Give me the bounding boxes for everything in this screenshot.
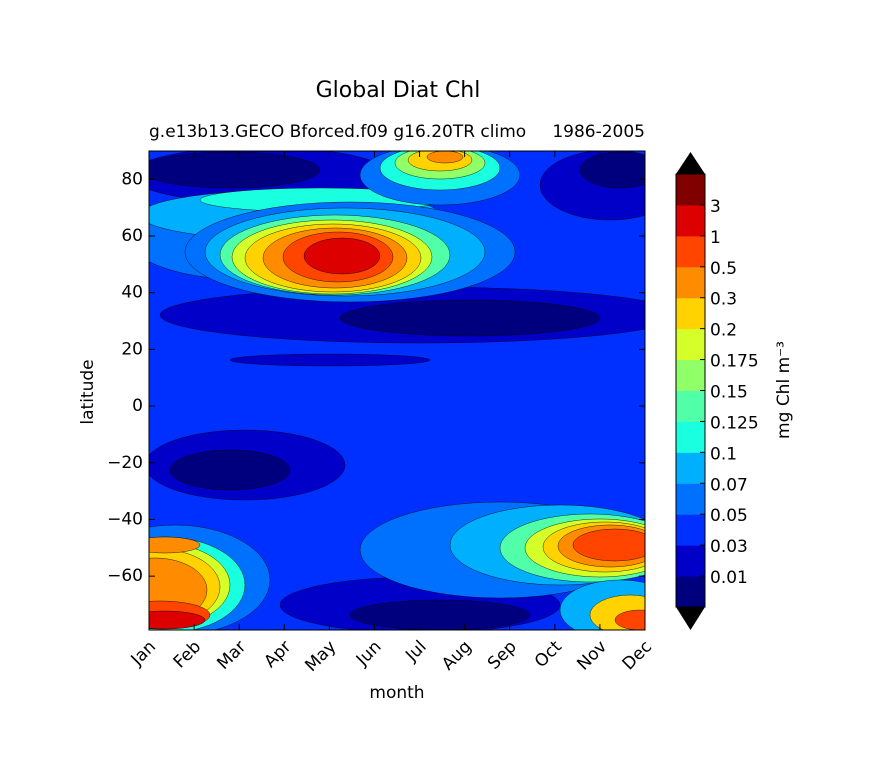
colorbar-segment	[676, 421, 705, 453]
colorbar-segment	[676, 390, 705, 422]
x-axis-label: month	[369, 683, 424, 703]
colorbar-tick-label: 1	[710, 228, 721, 248]
x-tick-label: Mar	[213, 637, 250, 674]
colorbar-tick-label: 0.3	[710, 290, 737, 310]
y-tick-label: 60	[121, 226, 143, 246]
contour-field	[149, 151, 645, 630]
colorbar-tick-label: 0.15	[710, 383, 748, 403]
x-tick-label: Jan	[127, 637, 160, 670]
x-tick-label: Jun	[352, 637, 386, 671]
contour-region	[149, 610, 206, 630]
x-tick-label: Nov	[573, 637, 611, 675]
contour-region	[169, 449, 291, 491]
colorbar-tick-label: 0.07	[710, 475, 748, 495]
subtitle-left: g.e13b13.GECO Bforced.f09 g16.20TR climo	[149, 122, 526, 142]
x-tick-label: Apr	[260, 637, 295, 672]
colorbar-tick-label: 0.1	[710, 444, 737, 464]
contour-region	[339, 299, 601, 337]
colorbar-segment	[676, 576, 705, 608]
colorbar-segment	[676, 483, 705, 515]
y-tick-label: −40	[107, 509, 143, 529]
colorbar-tick-label: 0.01	[710, 568, 748, 588]
contour-region	[229, 353, 431, 367]
contour-region	[579, 151, 645, 189]
colorbar-segment	[676, 545, 705, 577]
x-tick-label: Aug	[438, 637, 476, 675]
colorbar-segment	[676, 266, 705, 299]
colorbar-segment	[676, 359, 705, 391]
colorbar-tick-label: 0.05	[710, 506, 748, 526]
contour-region	[303, 237, 381, 275]
contour-region	[426, 151, 464, 164]
colorbar-tick-label: 0.5	[710, 259, 737, 279]
y-tick-label: −60	[107, 566, 143, 586]
colorbar-segment	[676, 235, 705, 268]
y-tick-label: 20	[121, 339, 143, 359]
colorbar-tick-label: 0.125	[710, 413, 759, 433]
x-tick-label: Sep	[484, 637, 521, 674]
colorbar-tick-label: 0.03	[710, 537, 748, 557]
y-tick-label: 80	[121, 169, 143, 189]
y-tick-label: 40	[121, 283, 143, 303]
colorbar-segment	[676, 174, 705, 206]
colorbar-tick-label: 0.175	[710, 352, 759, 372]
colorbar-segment	[676, 452, 705, 484]
x-tick-label: Feb	[170, 637, 205, 672]
colorbar-tick-label: 3	[710, 197, 721, 217]
x-tick-label: Jul	[401, 637, 430, 666]
y-tick-label: −20	[107, 453, 143, 473]
colorbar-segment	[676, 514, 705, 546]
x-tick-label: Oct	[531, 637, 566, 672]
colorbar-tick-label: 0.2	[710, 321, 737, 341]
colorbar-segment	[676, 204, 705, 237]
subtitle-right: 1986-2005	[552, 122, 645, 142]
y-tick-label: 0	[132, 396, 143, 416]
plot-frame	[148, 150, 646, 631]
colorbar-segment	[676, 328, 705, 361]
chart-title: Global Diat Chl	[316, 78, 481, 103]
colorbar-extend-top	[676, 152, 705, 174]
contour-region	[614, 609, 645, 630]
x-tick-label: Dec	[619, 637, 656, 674]
colorbar-label: mg Chl m⁻³	[774, 341, 794, 439]
contour-region	[572, 528, 645, 562]
colorbar-extend-bottom	[676, 607, 705, 630]
colorbar-segment	[676, 297, 705, 330]
x-tick-label: May	[301, 637, 340, 676]
contour-region	[149, 536, 201, 554]
contour-region	[349, 599, 531, 630]
contour-region	[149, 151, 321, 189]
y-axis-label: latitude	[78, 359, 98, 424]
